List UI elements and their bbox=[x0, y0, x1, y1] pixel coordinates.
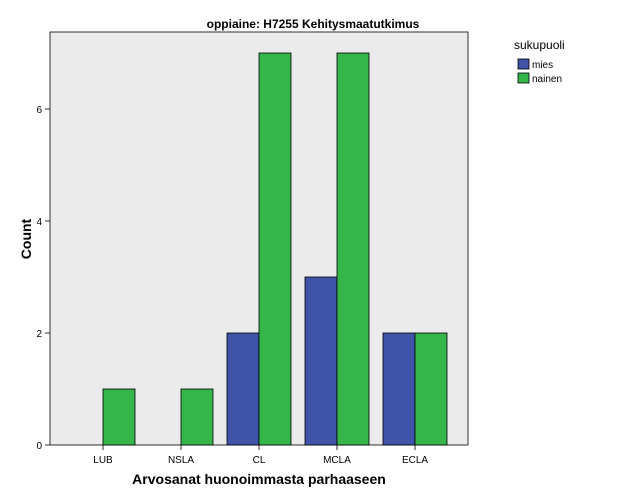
x-tick-label-ECLA: ECLA bbox=[402, 455, 428, 466]
y-axis: 0 2 4 6 bbox=[36, 105, 50, 452]
legend: sukupuoli mies nainen bbox=[514, 38, 565, 85]
bar-mies-CL bbox=[226, 332, 260, 446]
bar-nainen-ECLA bbox=[414, 332, 448, 446]
x-tick-label-LUB: LUB bbox=[93, 455, 113, 466]
bar-mies-MCLA bbox=[304, 276, 338, 446]
y-axis-label: Count bbox=[18, 218, 34, 259]
legend-label-mies: mies bbox=[532, 60, 553, 71]
chart-title: oppiaine: H7255 Kehitysmaatutkimus bbox=[207, 17, 420, 31]
y-tick-label-6: 6 bbox=[36, 105, 42, 116]
x-axis-label: Arvosanat huonoimmasta parhaaseen bbox=[132, 471, 386, 487]
x-tick-label-NSLA: NSLA bbox=[168, 455, 194, 466]
legend-swatch-mies bbox=[517, 58, 530, 70]
bar-mies-ECLA bbox=[382, 332, 416, 446]
y-tick-label-2: 2 bbox=[36, 329, 42, 340]
x-tick-label-CL: CL bbox=[253, 455, 266, 466]
bar-nainen-MCLA bbox=[336, 52, 370, 446]
bar-nainen-CL bbox=[258, 52, 292, 446]
x-tick-label-MCLA: MCLA bbox=[323, 455, 351, 466]
legend-label-nainen: nainen bbox=[532, 74, 562, 85]
x-axis: LUB NSLA CL MCLA ECLA bbox=[93, 445, 428, 466]
bars-group bbox=[102, 52, 448, 446]
bar-nainen-LUB bbox=[102, 388, 136, 446]
legend-swatch-nainen bbox=[517, 72, 530, 84]
y-tick-label-0: 0 bbox=[36, 441, 42, 452]
y-tick-label-4: 4 bbox=[36, 217, 42, 228]
legend-title: sukupuoli bbox=[514, 38, 565, 52]
bar-nainen-NSLA bbox=[180, 388, 214, 446]
